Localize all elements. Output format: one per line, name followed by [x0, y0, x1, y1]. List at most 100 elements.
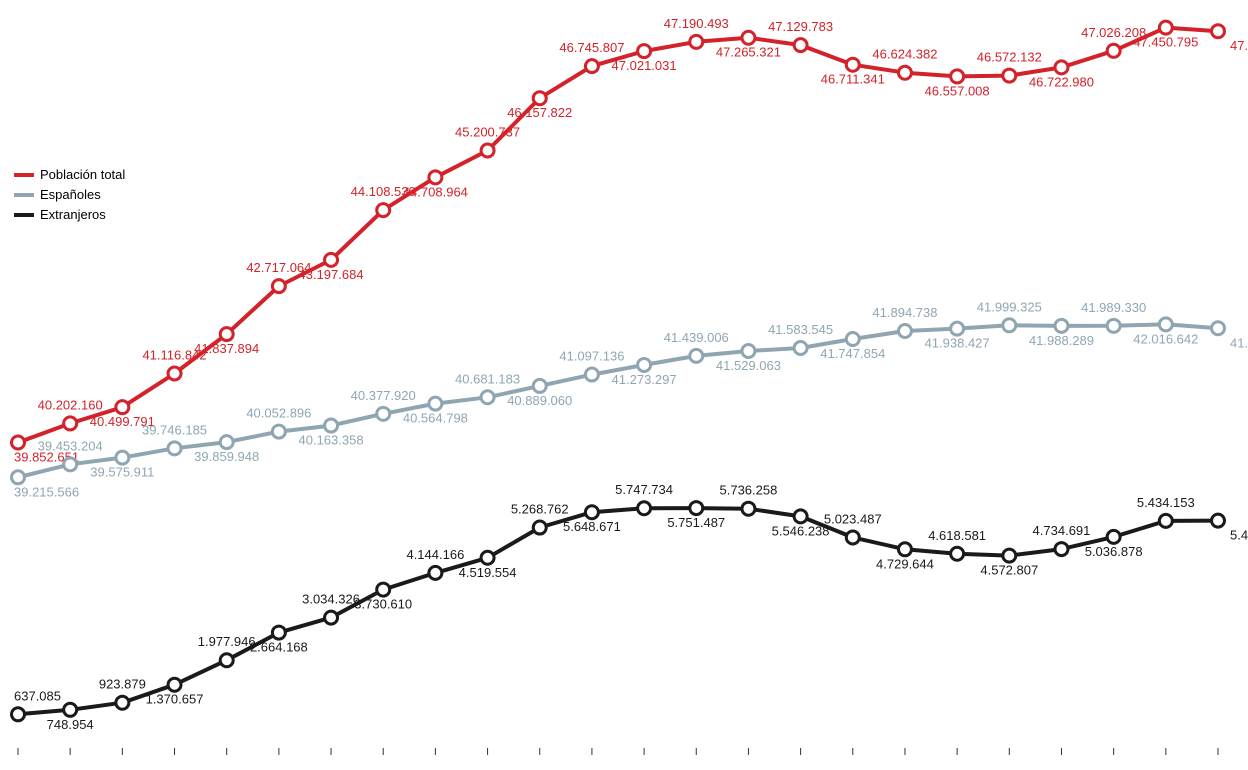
series-label-spaniards: 41.439.006 — [664, 330, 729, 345]
series-point-total — [12, 436, 25, 449]
series-point-total — [951, 70, 964, 83]
series-point-total — [1107, 44, 1120, 57]
series-point-foreigners — [1003, 549, 1016, 562]
series-point-foreigners — [377, 583, 390, 596]
series-label-total: 47.129.783 — [768, 19, 833, 34]
series-label-spaniards: 41.999.325 — [977, 299, 1042, 314]
series-label-foreigners: 923.879 — [99, 677, 146, 692]
series-label-total: 47.021.031 — [612, 58, 677, 73]
series-point-spaniards — [846, 333, 859, 346]
legend: Población total Españoles Extranjeros — [14, 166, 125, 226]
series-point-spaniards — [168, 442, 181, 455]
series-label-total: 47.265.321 — [716, 45, 781, 60]
series-label-spaniards: 40.889.060 — [507, 393, 572, 408]
series-point-foreigners — [585, 506, 598, 519]
series-point-spaniards — [377, 407, 390, 420]
series-label-foreigners: 5.546.238 — [772, 523, 830, 538]
series-label-spaniards: 39.746.185 — [142, 422, 207, 437]
series-label-total: 43.197.684 — [299, 267, 364, 282]
legend-swatch-spaniards — [14, 193, 34, 197]
series-point-spaniards — [272, 425, 285, 438]
series-label-foreigners: 748.954 — [47, 717, 94, 732]
series-label-foreigners: 2.664.168 — [250, 640, 308, 655]
series-label-spaniards: 41.747.854 — [820, 346, 885, 361]
series-point-foreigners — [1107, 530, 1120, 543]
series-point-spaniards — [951, 322, 964, 335]
series-point-total — [638, 45, 651, 58]
series-label-total: 46.711.341 — [821, 72, 885, 87]
legend-label-total: Población total — [40, 166, 125, 184]
series-point-foreigners — [1212, 514, 1225, 527]
series-point-spaniards — [64, 458, 77, 471]
series-label-foreigners: 5.036.878 — [1085, 544, 1143, 559]
series-label-foreigners: 5.023.487 — [824, 511, 882, 526]
series-point-foreigners — [898, 543, 911, 556]
series-point-total — [168, 367, 181, 380]
series-point-foreigners — [220, 654, 233, 667]
series-point-spaniards — [1212, 322, 1225, 335]
series-point-spaniards — [1107, 319, 1120, 332]
series-label-foreigners: 5.434.153 — [1137, 495, 1195, 510]
series-label-foreigners: 5.751.487 — [667, 515, 725, 530]
series-line-foreigners — [18, 508, 1218, 714]
series-point-total — [846, 58, 859, 71]
series-label-spaniards: 41.989.330 — [1081, 300, 1146, 315]
series-label-foreigners: 5.736.258 — [720, 483, 778, 498]
series-label-foreigners: 5.268.762 — [511, 502, 569, 517]
series-point-total — [481, 144, 494, 157]
series-point-foreigners — [846, 531, 859, 544]
series-label-foreigners: 5.747.734 — [615, 482, 673, 497]
series-point-total — [272, 280, 285, 293]
series-point-total — [64, 417, 77, 430]
series-label-spaniards: 41.988.289 — [1029, 333, 1094, 348]
series-point-spaniards — [116, 451, 129, 464]
series-label-foreigners: 3.730.610 — [354, 597, 412, 612]
series-point-total — [1003, 69, 1016, 82]
series-label-spaniards: 41.273.297 — [612, 372, 677, 387]
series-point-foreigners — [1055, 543, 1068, 556]
legend-label-foreigners: Extranjeros — [40, 206, 106, 224]
series-point-total — [898, 66, 911, 79]
series-label-spaniards: 41.944.959 — [1230, 335, 1248, 350]
series-point-foreigners — [533, 521, 546, 534]
series-label-spaniards: 39.453.204 — [38, 438, 103, 453]
chart-svg: 39.852.65140.202.16040.499.79141.116.842… — [0, 0, 1248, 770]
series-label-total: 45.200.737 — [455, 124, 520, 139]
series-point-total — [220, 328, 233, 341]
series-label-spaniards: 41.097.136 — [559, 349, 624, 364]
series-point-total — [794, 39, 807, 52]
series-point-foreigners — [481, 551, 494, 564]
series-point-foreigners — [742, 502, 755, 515]
series-label-foreigners: 3.034.326 — [302, 592, 360, 607]
series-point-foreigners — [64, 703, 77, 716]
series-label-spaniards: 39.215.566 — [14, 484, 79, 499]
series-label-foreigners: 4.729.644 — [876, 556, 934, 571]
series-label-foreigners: 4.144.166 — [406, 547, 464, 562]
series-label-total: 46.557.008 — [925, 83, 990, 98]
series-point-spaniards — [742, 344, 755, 357]
series-point-spaniards — [325, 419, 338, 432]
series-point-spaniards — [220, 436, 233, 449]
series-label-foreigners: 1.370.657 — [146, 692, 204, 707]
series-label-foreigners: 1.977.946 — [198, 634, 256, 649]
legend-item-total: Población total — [14, 166, 125, 184]
series-point-foreigners — [794, 510, 807, 523]
series-point-foreigners — [429, 566, 442, 579]
legend-swatch-foreigners — [14, 213, 34, 217]
series-point-foreigners — [116, 696, 129, 709]
series-label-foreigners: 4.572.807 — [980, 563, 1038, 578]
population-chart: 39.852.65140.202.16040.499.79141.116.842… — [0, 0, 1248, 770]
series-label-foreigners: 5.440.148 — [1230, 528, 1248, 543]
series-point-spaniards — [429, 397, 442, 410]
series-point-total — [1159, 21, 1172, 34]
series-label-spaniards: 41.938.427 — [925, 336, 990, 351]
series-point-total — [325, 253, 338, 266]
legend-swatch-total — [14, 173, 34, 177]
series-point-total — [116, 401, 129, 414]
series-point-spaniards — [794, 341, 807, 354]
series-label-spaniards: 40.377.920 — [351, 388, 416, 403]
legend-item-foreigners: Extranjeros — [14, 206, 125, 224]
series-label-foreigners: 5.648.671 — [563, 519, 621, 534]
series-label-foreigners: 4.519.554 — [459, 565, 517, 580]
series-label-spaniards: 41.583.545 — [768, 322, 833, 337]
